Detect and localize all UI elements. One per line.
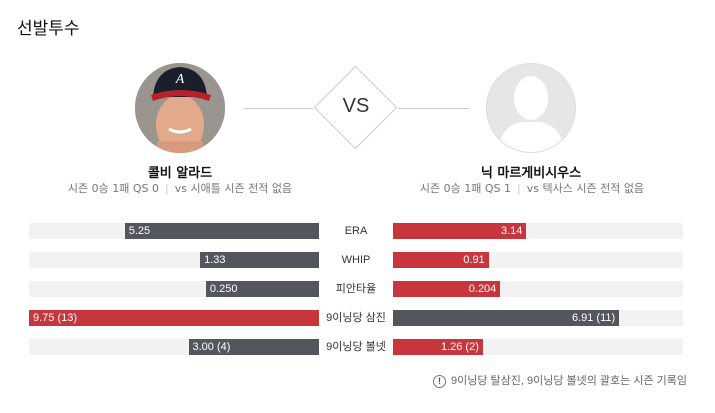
stat-label: ERA xyxy=(344,225,368,237)
left-bar-track: 1.33 xyxy=(29,252,319,268)
right-bar: 0.91 xyxy=(393,252,489,268)
footnote-text: 9이닝당 탈삼진, 9이닝당 볼넷의 괄호는 시즌 기록임 xyxy=(450,375,687,387)
left-value: 1.33 xyxy=(204,254,226,266)
left-bar: 5.25 xyxy=(124,223,319,239)
vs-label: VS xyxy=(342,95,370,117)
right-bar: 3.14 xyxy=(393,223,527,239)
right-value: 3.14 xyxy=(500,225,523,237)
right-bar: 6.91 (11) xyxy=(393,310,620,326)
info-icon: ! xyxy=(432,375,446,388)
left-value: 3.00 (4) xyxy=(192,341,231,353)
right-value: 0.204 xyxy=(468,283,497,295)
left-bar: 3.00 (4) xyxy=(188,339,319,355)
left-bar-track: 3.00 (4) xyxy=(29,339,319,355)
left-value: 0.250 xyxy=(209,283,238,295)
left-pitcher-name[interactable]: 콜비 알라드 xyxy=(147,166,213,181)
right-bar-track: 6.91 (11) xyxy=(393,310,683,326)
divider-line xyxy=(244,108,313,109)
silhouette-icon xyxy=(497,76,565,152)
svg-text:A: A xyxy=(175,72,185,87)
right-bar-track: 0.204 xyxy=(393,281,683,297)
section-title: 선발투수 xyxy=(17,19,80,39)
left-bar: 1.33 xyxy=(200,252,319,268)
right-pitcher-avatar[interactable] xyxy=(486,63,576,153)
left-value: 9.75 (13) xyxy=(33,312,78,324)
player-photo: A xyxy=(135,63,225,153)
divider-line xyxy=(398,108,469,109)
right-bar-track: 0.91 xyxy=(393,252,683,268)
right-bar: 1.26 (2) xyxy=(393,339,483,355)
stat-label: 9이닝당 볼넷 xyxy=(326,341,386,353)
left-bar: 9.75 (13) xyxy=(29,310,319,326)
vs-record: vs 시애틀 시즌 전적 없음 xyxy=(174,182,293,195)
right-value: 0.91 xyxy=(463,254,485,266)
right-value: 6.91 (11) xyxy=(571,312,616,324)
right-pitcher-record: 시즌 0승 1패 QS 1 | vs 텍사스 시즌 전적 없음 xyxy=(419,182,645,195)
left-pitcher-avatar[interactable]: A xyxy=(135,63,225,153)
stat-label: 9이닝당 삼진 xyxy=(326,312,386,324)
left-bar: 0.250 xyxy=(205,281,319,297)
right-bar-track: 3.14 xyxy=(393,223,683,239)
left-bar-track: 5.25 xyxy=(29,223,319,239)
footnote: ! 9이닝당 탈삼진, 9이닝당 볼넷의 괄호는 시즌 기록임 xyxy=(432,372,687,388)
left-bar-track: 9.75 (13) xyxy=(29,310,319,326)
stat-label: WHIP xyxy=(341,254,371,266)
season-record: 시즌 0승 1패 QS 1 xyxy=(419,182,512,195)
right-pitcher-name[interactable]: 닉 마르게비시우스 xyxy=(480,166,582,181)
left-value: 5.25 xyxy=(128,225,151,237)
right-value: 1.26 (2) xyxy=(440,341,479,353)
right-bar: 0.204 xyxy=(393,281,501,297)
left-bar-track: 0.250 xyxy=(29,281,319,297)
season-record: 시즌 0승 1패 QS 0 xyxy=(67,182,160,195)
right-bar-track: 1.26 (2) xyxy=(393,339,683,355)
left-pitcher-record: 시즌 0승 1패 QS 0 | vs 시애틀 시즌 전적 없음 xyxy=(67,182,293,195)
stat-label: 피안타율 xyxy=(335,283,377,295)
vs-record: vs 텍사스 시즌 전적 없음 xyxy=(526,182,645,195)
